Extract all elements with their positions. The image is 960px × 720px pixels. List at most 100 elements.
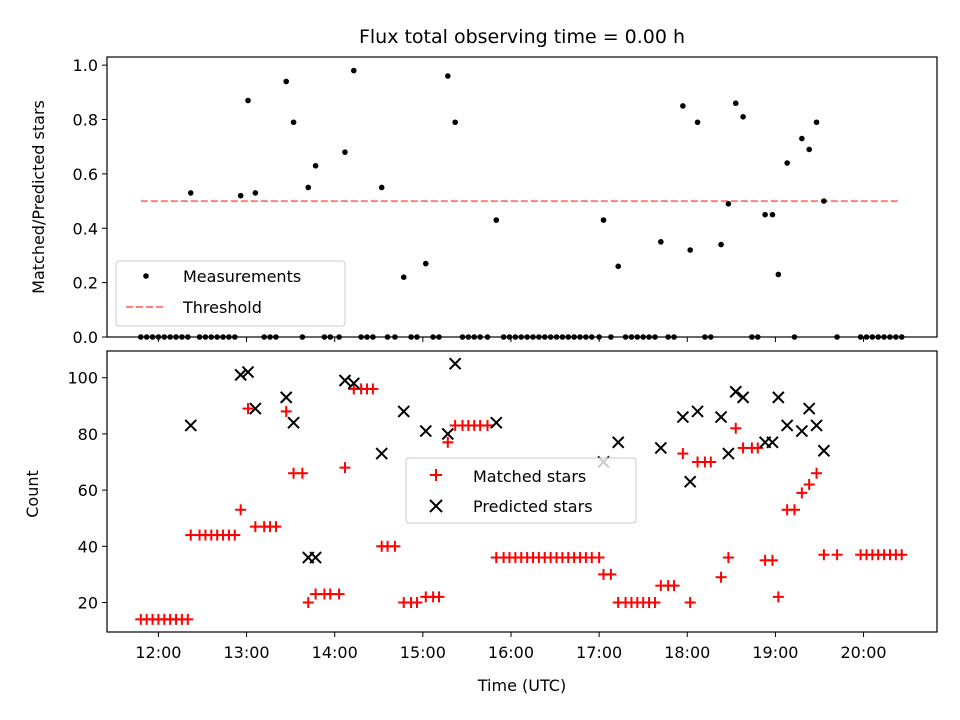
- measurement-point: [378, 184, 385, 191]
- matched-star-point: [811, 467, 823, 479]
- predicted-star-point: [397, 405, 410, 418]
- measurement-point: [615, 263, 622, 270]
- legend-predicted-label: Predicted stars: [473, 497, 593, 516]
- predicted-star-point: [729, 385, 742, 398]
- bottom-legend-box: [405, 457, 637, 524]
- matched-stars-points: [135, 383, 908, 625]
- matched-star-point: [684, 596, 696, 608]
- top-y-tick-label: 0.8: [73, 111, 98, 130]
- predicted-star-point: [795, 424, 809, 438]
- predicted-star-point: [722, 447, 735, 460]
- predicted-star-point: [448, 357, 462, 370]
- matched-star-point: [677, 448, 689, 460]
- measurement-point: [806, 146, 812, 153]
- matched-star-point: [730, 422, 742, 434]
- predicted-star-point: [241, 365, 255, 379]
- matched-star-point: [182, 613, 194, 625]
- predicted-stars-points: [184, 357, 831, 564]
- predicted-star-point: [419, 424, 432, 438]
- measurement-point: [732, 100, 739, 107]
- predicted-star-point: [683, 475, 697, 488]
- bottom-y-tick-label: 100: [67, 369, 98, 388]
- top-y-tick-label: 0.4: [73, 219, 98, 238]
- matched-star-point: [796, 487, 808, 499]
- predicted-star-point: [817, 444, 831, 457]
- measurement-point: [187, 190, 194, 196]
- matched-star-point: [235, 504, 247, 516]
- top-y-tick-label: 0.2: [73, 274, 98, 293]
- bottom-y-tick-label: 60: [78, 481, 98, 500]
- x-tick-label: 14:00: [312, 643, 358, 662]
- measurement-point: [422, 260, 429, 267]
- bottom-legend: Matched stars Predicted stars: [405, 457, 637, 524]
- predicted-star-point: [780, 419, 794, 432]
- x-tick-label: 18:00: [664, 643, 710, 662]
- predicted-star-point: [802, 402, 816, 415]
- measurement-point: [762, 211, 768, 218]
- measurement-point: [799, 135, 805, 142]
- predicted-star-point: [280, 391, 293, 404]
- predicted-star-point: [249, 402, 262, 415]
- legend-predicted-marker: [429, 499, 443, 513]
- measurement-point: [237, 192, 244, 199]
- measurement-point: [290, 119, 297, 126]
- measurement-point: [305, 184, 312, 191]
- matched-star-point: [715, 571, 727, 583]
- x-axis-label: Time (UTC): [477, 676, 566, 695]
- predicted-star-point: [441, 427, 455, 441]
- measurement-point: [245, 97, 251, 104]
- measurement-point: [350, 67, 357, 74]
- measurement-point: [400, 274, 407, 280]
- matched-star-point: [242, 403, 254, 415]
- predicted-star-point: [714, 410, 728, 424]
- matched-star-point: [818, 549, 830, 561]
- predicted-star-point: [772, 391, 785, 404]
- measurement-point: [769, 211, 776, 218]
- predicted-star-point: [612, 436, 625, 449]
- bottom-y-tick-label: 40: [78, 537, 98, 556]
- legend-measurement-marker: [143, 273, 149, 279]
- predicted-star-point: [676, 410, 690, 424]
- matched-star-point: [789, 504, 801, 516]
- top-ticks: 0.0 0.2 0.4 0.6 0.8 1.0: [73, 56, 865, 347]
- matched-star-point: [411, 596, 423, 608]
- matched-star-point: [766, 554, 778, 566]
- measurement-point: [813, 119, 820, 126]
- top-y-tick-label: 1.0: [73, 56, 98, 75]
- legend-threshold-label: Threshold: [182, 298, 262, 317]
- bottom-ticks: 12:00 13:00 14:00 15:00 16:00 17:00 18:00 19:00…: [67, 369, 886, 662]
- x-tick-label: 12:00: [135, 643, 181, 662]
- matched-star-point: [752, 442, 764, 454]
- top-legend: Measurements Threshold: [115, 260, 346, 327]
- matched-star-point: [831, 549, 843, 561]
- bottom-y-axis-label: Count: [23, 470, 42, 518]
- measurement-point: [342, 149, 348, 155]
- predicted-star-point: [338, 374, 352, 387]
- matched-star-point: [481, 419, 493, 431]
- x-tick-label: 17:00: [576, 643, 622, 662]
- matched-star-point: [649, 596, 661, 608]
- matched-star-point: [339, 462, 351, 474]
- x-tick-label: 16:00: [488, 643, 534, 662]
- matched-star-point: [722, 552, 734, 564]
- top-y-tick-label: 0.6: [73, 165, 98, 184]
- predicted-star-point: [287, 416, 300, 429]
- x-tick-label: 19:00: [752, 643, 798, 662]
- measurement-point: [658, 239, 664, 245]
- predicted-star-point: [736, 391, 750, 404]
- measurement-point: [775, 271, 782, 278]
- x-tick-label: 15:00: [400, 643, 446, 662]
- top-y-axis-label: Matched/Predicted stars: [29, 100, 48, 294]
- measurement-point: [600, 217, 607, 223]
- measurement-point: [283, 78, 290, 85]
- measurement-point: [784, 160, 790, 166]
- measurement-point: [740, 114, 746, 120]
- matched-star-point: [772, 591, 784, 603]
- matched-star-point: [803, 478, 815, 490]
- matched-star-point: [333, 588, 345, 600]
- predicted-star-point: [691, 405, 704, 418]
- bottom-y-tick-label: 80: [78, 425, 98, 444]
- predicted-star-point: [766, 436, 779, 449]
- legend-matched-marker: [430, 469, 442, 481]
